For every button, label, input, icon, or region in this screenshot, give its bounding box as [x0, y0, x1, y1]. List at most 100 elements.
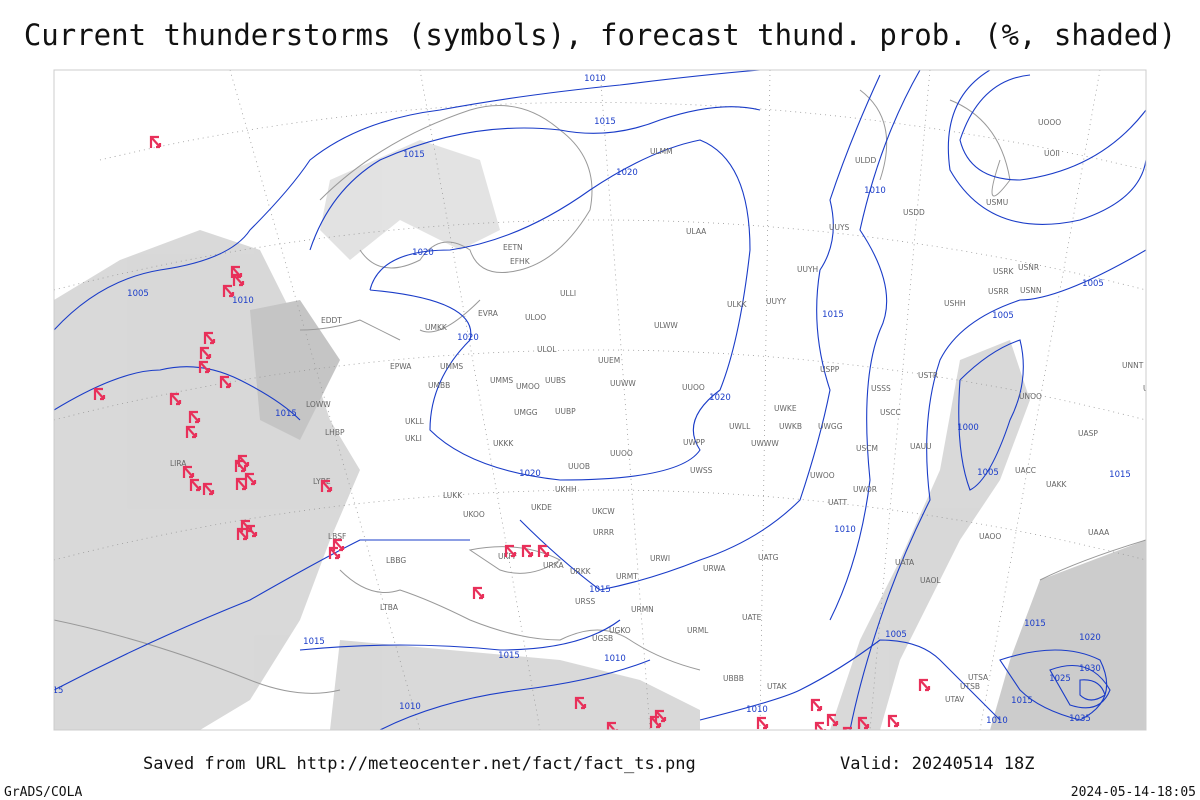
station-label: UMGG	[514, 408, 538, 417]
station-label: UAKK	[1046, 480, 1068, 489]
station-label: UUYY	[766, 297, 787, 306]
station-label: UTSA	[968, 673, 989, 682]
station-label: UKHH	[555, 485, 577, 494]
valid-time: Valid: 20240514 18Z	[840, 754, 1034, 774]
station-label: LIRA	[170, 459, 187, 468]
isobar-label: 1015	[1011, 696, 1033, 706]
timestamp: 2024-05-14-18:05	[1071, 785, 1196, 800]
thunderstorm-symbol	[234, 459, 247, 473]
thunderstorm-symbol	[654, 709, 667, 723]
station-label: UMMS	[490, 376, 513, 385]
isobar-label: 1010	[604, 654, 626, 664]
station-label: ULOO	[525, 313, 546, 322]
map-frame: 1010101510151020102010051010102010151020…	[53, 69, 1164, 731]
station-label: UNBB	[1143, 384, 1164, 393]
isobar-label: 1005	[885, 630, 907, 640]
station-label: UATE	[742, 613, 762, 622]
thunderstorm-symbol	[887, 714, 900, 728]
coastlines	[54, 89, 1146, 694]
station-label: LUKK	[443, 491, 463, 500]
thunderstorm-symbol	[606, 721, 619, 730]
thunderstorm-symbol	[93, 387, 106, 401]
station-label: UUBP	[555, 407, 576, 416]
thunderstorm-symbol	[202, 482, 215, 496]
station-label: EETN	[503, 243, 523, 252]
thunderstorm-symbol	[199, 346, 212, 360]
thunderstorm-symbol	[203, 331, 216, 345]
station-label: ULOL	[537, 345, 557, 354]
station-label: UMKK	[425, 323, 448, 332]
thunderstorm-symbol	[521, 544, 534, 558]
station-label: ULLI	[560, 289, 576, 298]
thunderstorm-symbol	[332, 538, 345, 552]
isobars	[54, 70, 1146, 730]
station-label: UUOB	[568, 462, 590, 471]
isobar-label: 1030	[1079, 664, 1101, 674]
station-label: UASP	[1078, 429, 1098, 438]
station-label: UWWW	[751, 439, 779, 448]
station-label: URMN	[631, 605, 654, 614]
thunderstorm-symbol	[182, 465, 195, 479]
isobar-label: 15	[53, 686, 64, 696]
station-label: ULMM	[650, 147, 673, 156]
station-label: URSS	[575, 597, 595, 606]
isobar-label: 1015	[403, 150, 425, 160]
station-label: URMT	[616, 572, 638, 581]
isobar-label: 1010	[584, 74, 606, 84]
thunderstorm-symbol	[245, 524, 258, 538]
thunderstorm-symbol	[188, 410, 201, 424]
station-label: URWA	[703, 564, 726, 573]
station-label: UTAK	[767, 682, 788, 691]
station-label: UTAV	[945, 695, 965, 704]
isobar-label: 1020	[412, 248, 434, 258]
station-label: UKLL	[405, 417, 425, 426]
isobar-label: 1010	[864, 186, 886, 196]
isobar-label: 1020	[709, 393, 731, 403]
isobar-label: 1035	[1069, 714, 1091, 724]
station-label: URKA	[543, 561, 564, 570]
thunderstorm-symbol	[814, 721, 827, 730]
station-label: UUBS	[545, 376, 566, 385]
station-label: ULDD	[855, 156, 876, 165]
station-label: LHBP	[325, 428, 345, 437]
thunderstorm-symbol	[149, 135, 162, 149]
station-label: UBBB	[723, 674, 744, 683]
thunderstorm-symbol	[472, 586, 485, 600]
thunderstorm-symbol	[918, 678, 931, 692]
station-label: UWSS	[690, 466, 713, 475]
station-label: EPWA	[390, 362, 412, 371]
thunderstorm-symbol	[222, 284, 235, 298]
isobar-label: 1025	[1049, 674, 1071, 684]
station-label: USRK	[993, 267, 1014, 276]
station-label: UKLI	[405, 434, 422, 443]
station-label: UUYH	[797, 265, 818, 274]
station-label: LOWW	[306, 400, 331, 409]
station-label: UKDE	[531, 503, 552, 512]
station-label: ULAA	[686, 227, 707, 236]
station-label: UACC	[1015, 466, 1036, 475]
isobar-label: 1010	[399, 702, 421, 712]
isobar-label: 1010	[834, 525, 856, 535]
station-label: EDDT	[321, 316, 342, 325]
station-label: UGKO	[609, 626, 631, 635]
station-label: UTSB	[960, 682, 980, 691]
station-label: UUEM	[598, 356, 620, 365]
station-label: UMOO	[516, 382, 540, 391]
graticule	[54, 70, 1146, 730]
station-label: LBSF	[328, 532, 346, 541]
station-label: USHH	[944, 299, 966, 308]
thunderstorm-symbol	[756, 716, 769, 730]
thunderstorm-symbol	[244, 472, 257, 486]
station-label: UKOO	[463, 510, 485, 519]
isobar-label: 1020	[616, 168, 638, 178]
isobar-label: 1015	[594, 117, 616, 127]
station-label: URML	[687, 626, 709, 635]
station-label: UNNT	[1122, 361, 1144, 370]
isobar-label: 1005	[1082, 279, 1104, 289]
station-label: UOII	[1044, 149, 1060, 158]
station-labels: EFHK ULLI EVRA ULOO UMKK EPWA UMMS ULOL UUEM UMMS…	[170, 118, 1164, 704]
station-label: USRR	[988, 287, 1009, 296]
station-label: UUYS	[829, 223, 850, 232]
station-label: UGSB	[592, 634, 613, 643]
station-label: UATT	[828, 498, 847, 507]
